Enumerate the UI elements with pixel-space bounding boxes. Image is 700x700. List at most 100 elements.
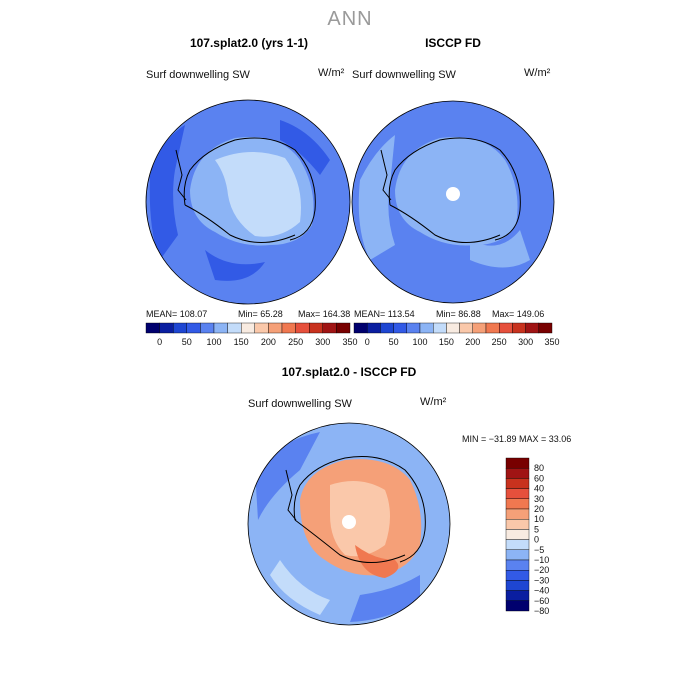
colorbar-difference-level-label: −10 (534, 555, 549, 565)
colorbar-isccp-swatch (499, 322, 513, 334)
colorbar-isccp-swatch (406, 322, 421, 334)
panel3-minmax: MIN = −31.89 MAX = 33.06 (462, 434, 572, 444)
colorbar-model-tick-label: 0 (157, 337, 162, 347)
colorbar-model-swatch (295, 322, 310, 334)
colorbar-isccp-swatch (538, 322, 553, 334)
colorbar-difference-level-label: 40 (534, 484, 544, 494)
colorbar-model-swatch (308, 322, 323, 334)
panel1-title: 107.splat2.0 (yrs 1-1) (189, 36, 309, 50)
colorbar-isccp-swatch (446, 322, 460, 334)
colorbar-model-swatch (254, 322, 269, 334)
colorbar-isccp-swatch (459, 322, 474, 334)
colorbar-difference-swatch (505, 590, 530, 602)
panel2-var-label: Surf downwelling SW (352, 69, 456, 81)
colorbar-isccp-swatch (366, 322, 381, 334)
colorbar-isccp-tick-label: 150 (439, 337, 454, 347)
colorbar-difference-swatch (505, 600, 530, 612)
colorbar-isccp-tick-label: 200 (465, 337, 480, 347)
map-isccp-border (351, 100, 555, 304)
figure-title: ANN (327, 8, 373, 30)
colorbar-model-tick-label: 350 (342, 337, 357, 347)
colorbar-difference-level-label: −60 (534, 596, 549, 606)
colorbar-difference-swatch (505, 539, 530, 550)
colorbar-isccp-tick-label: 350 (544, 337, 559, 347)
colorbar-difference-swatch (505, 498, 530, 510)
colorbar-difference-swatch (505, 478, 530, 489)
colorbar-model-swatch (240, 322, 255, 334)
colorbar-difference-level-label: 60 (534, 473, 544, 483)
colorbar-difference-level-label: 80 (534, 463, 544, 473)
colorbar-isccp-swatch (512, 322, 526, 334)
colorbar-isccp-tick-label: 250 (492, 337, 507, 347)
colorbar-isccp-swatch (393, 322, 408, 334)
colorbar-difference-swatch (505, 467, 530, 479)
map-isccp (352, 101, 554, 303)
colorbar-isccp-tick-label: 50 (389, 337, 399, 347)
colorbar-model-tick-label: 250 (288, 337, 303, 347)
colorbar-difference-level-label: 0 (534, 535, 539, 545)
colorbar-model-swatch (322, 322, 337, 334)
panel1-min: Min= 65.28 (238, 309, 283, 319)
colorbar-isccp-swatch (472, 322, 487, 334)
colorbar-model-swatch (173, 322, 188, 334)
colorbar-difference-level-label: 10 (534, 514, 544, 524)
colorbar-isccp-tick-label: 300 (518, 337, 533, 347)
colorbar-difference-level-label: −80 (534, 606, 549, 616)
colorbar-difference-swatch (505, 549, 530, 561)
colorbar-difference-level-label: −30 (534, 575, 549, 585)
colorbar-difference-swatch (505, 529, 530, 540)
colorbar-model-tick-label: 100 (206, 337, 221, 347)
colorbar-difference-swatch (505, 580, 530, 591)
colorbar-difference-swatch (505, 508, 530, 520)
colorbar-model-swatch (227, 322, 242, 334)
panel2-unit: W/m² (524, 67, 551, 79)
colorbar-isccp: 0 50 100 150 200 250 300 350 (353, 322, 560, 347)
colorbar-difference-level-label: 30 (534, 494, 544, 504)
colorbar-difference-swatch (505, 518, 530, 530)
colorbar-difference-swatch (505, 488, 530, 499)
colorbar-model-swatch (213, 322, 228, 334)
colorbar-difference-swatch (505, 457, 530, 469)
colorbar-difference-level-label: −20 (534, 565, 549, 575)
panel2-mean: MEAN= 113.54 (354, 309, 415, 319)
panel1-var-label: Surf downwelling SW (146, 69, 250, 81)
colorbar-model-tick-label: 150 (234, 337, 249, 347)
colorbar-difference-level-label: −5 (534, 545, 544, 555)
colorbar-isccp-swatch (433, 322, 447, 334)
colorbar-difference-level-label: −40 (534, 586, 549, 596)
panel2-min: Min= 86.88 (436, 309, 481, 319)
map-difference (248, 423, 450, 625)
panel1-mean: MEAN= 108.07 (146, 309, 208, 319)
colorbar-difference-swatch (505, 569, 530, 581)
colorbar-difference-level-label: 5 (534, 524, 539, 534)
colorbar-isccp-tick-label: 0 (365, 337, 370, 347)
map-model (146, 100, 350, 304)
map-model-border (145, 99, 351, 305)
colorbar-model-swatch (281, 322, 296, 334)
colorbar-model-swatch (186, 322, 201, 334)
panel2-title: ISCCP FD (425, 36, 481, 50)
absolute-colorbars: 0 50 100 150 200 250 300 350 0 50 100 150 200 250 300… (145, 322, 560, 347)
panel2-max: Max= 149.06 (492, 309, 545, 319)
colorbar-model-tick-label: 300 (315, 337, 330, 347)
panel3-var-label: Surf downwelling SW (248, 398, 352, 410)
colorbar-model-swatch (336, 322, 351, 334)
panel1-max: Max= 164.38 (298, 309, 351, 319)
colorbar-isccp-swatch (380, 322, 394, 334)
colorbar-isccp-swatch (419, 322, 434, 334)
panel3-title: 107.splat2.0 - ISCCP FD (281, 365, 417, 379)
colorbar-model-swatch (200, 322, 215, 334)
colorbar-difference-swatch (505, 559, 530, 571)
colorbar-model-swatch (145, 322, 160, 334)
colorbar-model-swatch (268, 322, 283, 334)
colorbar-difference-level-label: 20 (534, 504, 544, 514)
panel3-unit: W/m² (420, 396, 447, 408)
colorbar-model-tick-label: 200 (261, 337, 276, 347)
colorbar-isccp-swatch (353, 322, 368, 334)
colorbar-isccp-swatch (525, 322, 540, 334)
colorbar-isccp-swatch (485, 322, 500, 334)
colorbar-model-tick-label: 50 (182, 337, 192, 347)
